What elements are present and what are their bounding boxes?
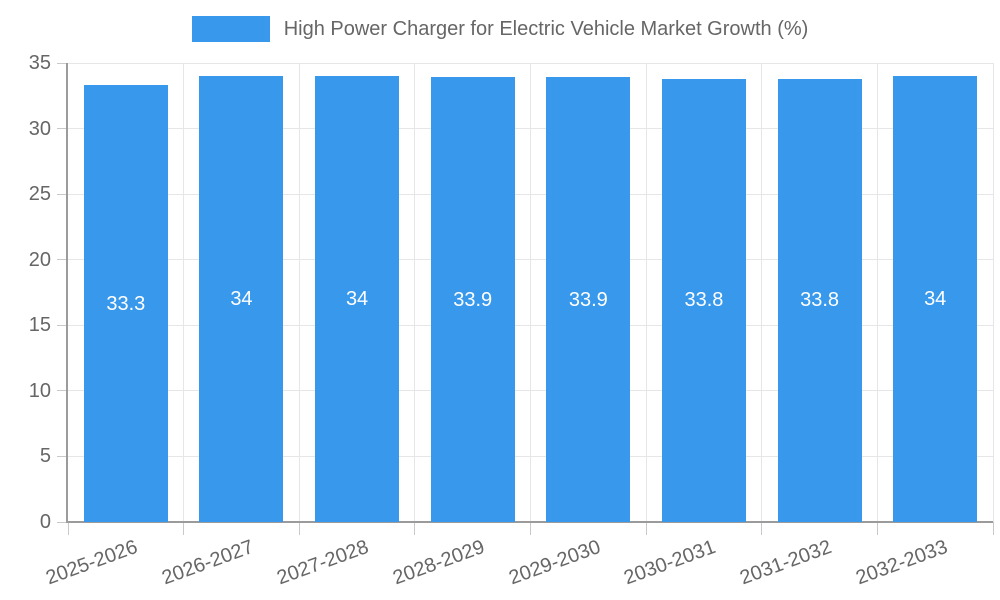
- bar-value-label: 34: [924, 288, 947, 311]
- y-axis-tick-label: 30: [28, 117, 51, 140]
- y-axis-tick-label: 5: [39, 445, 51, 468]
- x-axis-tick-label: 2030-2031: [621, 535, 719, 590]
- y-tick-mark: [57, 390, 68, 392]
- bar-value-label: 34: [230, 288, 253, 311]
- x-gridline: [876, 63, 878, 522]
- bar-value-label: 33.9: [453, 288, 493, 311]
- x-gridline: [645, 63, 647, 522]
- x-gridline: [298, 63, 300, 522]
- y-axis-tick-label: 10: [28, 379, 51, 402]
- y-tick-mark: [57, 259, 68, 261]
- x-tick-mark: [645, 522, 647, 535]
- legend-label: High Power Charger for Electric Vehicle …: [283, 17, 809, 40]
- bar-value-label: 33.8: [684, 289, 724, 312]
- x-gridline: [761, 63, 763, 522]
- x-tick-mark: [298, 522, 300, 535]
- bar[interactable]: [893, 76, 978, 522]
- bar[interactable]: [199, 76, 284, 522]
- x-axis-tick-label: 2025-2026: [43, 535, 141, 590]
- x-gridline: [183, 63, 185, 522]
- x-tick-mark: [67, 522, 69, 535]
- bar[interactable]: [430, 77, 515, 522]
- x-tick-mark: [761, 522, 763, 535]
- y-axis-tick-label: 0: [39, 511, 51, 533]
- bar-value-label: 33.3: [106, 292, 146, 315]
- y-tick-mark: [57, 455, 68, 457]
- x-tick-mark: [530, 522, 531, 535]
- y-tick-mark: [57, 62, 68, 64]
- bar[interactable]: [661, 78, 746, 522]
- x-tick-mark: [876, 522, 878, 535]
- legend[interactable]: High Power Charger for Electric Vehicle …: [0, 16, 1000, 42]
- y-tick-mark: [57, 128, 68, 130]
- bar[interactable]: [777, 78, 862, 522]
- x-axis-tick-label: 2026-2027: [158, 535, 257, 590]
- y-tick-mark: [57, 521, 68, 523]
- bar[interactable]: [546, 77, 631, 522]
- x-gridline: [530, 63, 531, 522]
- y-axis-tick-label: 15: [28, 314, 51, 337]
- x-axis-tick-label: 2029-2030: [505, 535, 604, 590]
- y-axis-line: [66, 63, 68, 522]
- x-axis-tick-label: 2032-2033: [852, 535, 951, 590]
- x-axis-tick-label: 2027-2028: [274, 535, 372, 590]
- x-tick-mark: [183, 522, 185, 535]
- x-tick-mark: [992, 522, 994, 535]
- x-axis-tick-label: 2031-2032: [737, 535, 835, 590]
- x-gridline: [992, 63, 994, 522]
- x-tick-mark: [414, 522, 416, 535]
- bar-value-label: 33.9: [568, 288, 608, 311]
- legend-swatch: [191, 16, 270, 42]
- y-axis-tick-label: 35: [28, 52, 51, 74]
- bar-value-label: 33.8: [800, 289, 840, 312]
- y-axis-tick-label: 25: [28, 183, 51, 206]
- y-tick-mark: [57, 193, 68, 195]
- y-tick-mark: [57, 324, 68, 326]
- x-gridline: [414, 63, 416, 522]
- x-axis-tick-label: 2028-2029: [390, 535, 488, 590]
- y-axis-tick-label: 20: [28, 248, 51, 271]
- bar[interactable]: [83, 85, 168, 522]
- x-axis-line: [66, 521, 993, 523]
- bar[interactable]: [315, 76, 400, 522]
- bar-value-label: 34: [345, 288, 369, 311]
